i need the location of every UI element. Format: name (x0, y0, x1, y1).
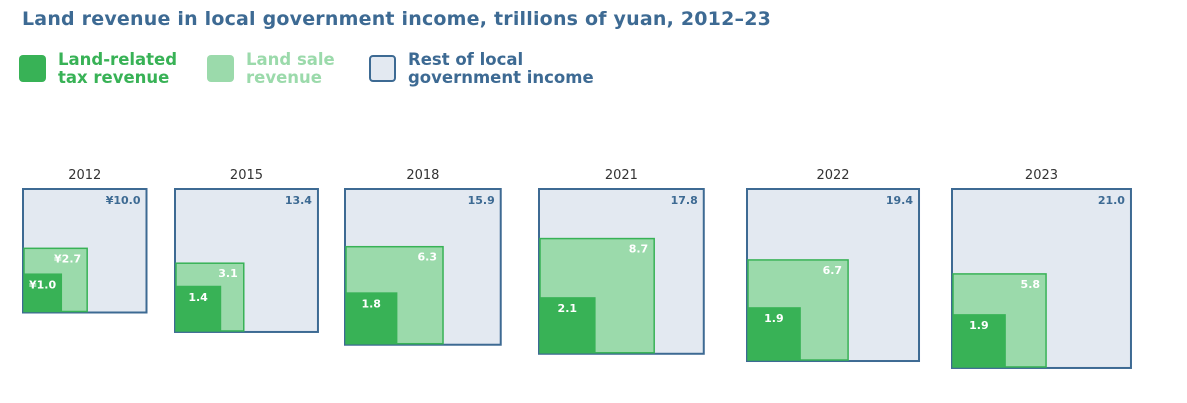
year-label-2022: 2022 (816, 168, 849, 183)
legend-item-land-sale: Land sale revenue (207, 51, 335, 87)
legend-label-rest: Rest of local government income (408, 50, 594, 87)
year-label-2021: 2021 (605, 168, 638, 183)
land-tax-square-2023 (953, 314, 1006, 367)
total-income-label-2018: 15.9 (468, 194, 495, 207)
year-label-2023: 2023 (1025, 168, 1058, 183)
total-income-label-2022: 19.4 (886, 194, 913, 207)
legend-label-land-sale: Land sale revenue (246, 50, 335, 87)
year-label-2012: 2012 (68, 168, 101, 183)
land-sale-label-2018: 6.3 (418, 251, 438, 264)
land-tax-label-2023: 1.9 (969, 319, 989, 332)
light-green-square-icon (207, 55, 234, 82)
land-tax-square-2021 (540, 297, 596, 353)
chart-title: Land revenue in local government income,… (22, 8, 772, 30)
land-tax-label-2015: 1.4 (188, 291, 208, 304)
land-tax-label-2018: 1.8 (361, 297, 381, 310)
land-sale-label-2021: 8.7 (629, 243, 649, 256)
total-income-label-2012: ¥10.0 (106, 194, 141, 207)
total-income-label-2023: 21.0 (1098, 194, 1125, 207)
land-sale-label-2012: ¥2.7 (54, 252, 81, 265)
land-tax-square-2018 (346, 292, 398, 344)
year-label-2018: 2018 (406, 168, 439, 183)
land-tax-label-2021: 2.1 (558, 302, 578, 315)
land-sale-label-2015: 3.1 (218, 267, 238, 280)
legend-item-land-tax: Land-related tax revenue (19, 51, 177, 87)
land-tax-square-2015 (176, 285, 222, 331)
legend-label-land-tax: Land-related tax revenue (58, 50, 178, 87)
land-tax-square-2022 (748, 307, 801, 361)
land-sale-label-2023: 5.8 (1021, 278, 1041, 291)
land-tax-label-2012: ¥1.0 (29, 278, 56, 291)
land-tax-square-2012 (24, 273, 63, 312)
year-label-2015: 2015 (230, 168, 263, 183)
dark-green-square-icon (19, 55, 46, 82)
legend-item-rest: Rest of local government income (369, 51, 594, 87)
land-tax-label-2022: 1.9 (764, 312, 784, 325)
total-income-label-2015: 13.4 (285, 194, 312, 207)
total-income-label-2021: 17.8 (671, 194, 698, 207)
outlined-blue-square-icon (369, 55, 396, 82)
land-sale-label-2022: 6.7 (823, 264, 843, 277)
